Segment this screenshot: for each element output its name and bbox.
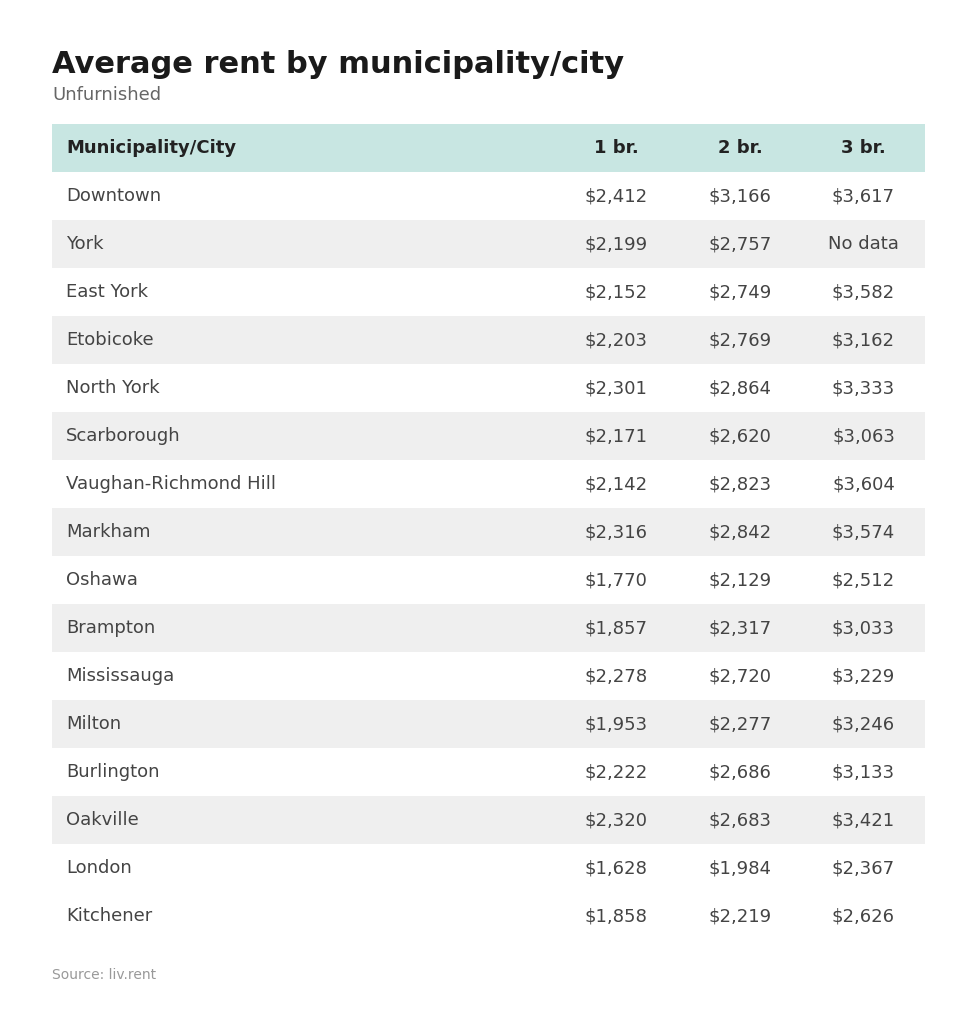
Bar bbox=[52, 268, 925, 316]
Text: Scarborough: Scarborough bbox=[66, 427, 181, 445]
Text: $2,367: $2,367 bbox=[831, 859, 895, 877]
Text: $1,628: $1,628 bbox=[584, 859, 648, 877]
Bar bbox=[52, 220, 925, 268]
Text: $2,316: $2,316 bbox=[584, 523, 648, 541]
Text: London: London bbox=[66, 859, 132, 877]
Text: $3,617: $3,617 bbox=[832, 187, 895, 205]
Text: Source: liv.rent: Source: liv.rent bbox=[52, 968, 156, 982]
Text: $3,229: $3,229 bbox=[831, 667, 895, 685]
Text: $1,858: $1,858 bbox=[584, 907, 648, 925]
Text: $3,246: $3,246 bbox=[831, 715, 895, 733]
Text: $2,129: $2,129 bbox=[708, 571, 772, 589]
Text: $3,582: $3,582 bbox=[831, 283, 895, 301]
Text: No data: No data bbox=[828, 234, 899, 253]
Bar bbox=[52, 844, 925, 892]
Text: $2,219: $2,219 bbox=[708, 907, 772, 925]
Text: Municipality/City: Municipality/City bbox=[66, 139, 236, 157]
Text: North York: North York bbox=[66, 379, 159, 397]
Text: $2,142: $2,142 bbox=[584, 475, 648, 493]
Text: $2,842: $2,842 bbox=[708, 523, 772, 541]
Bar bbox=[52, 604, 925, 652]
Text: $2,757: $2,757 bbox=[708, 234, 772, 253]
Text: $3,133: $3,133 bbox=[831, 763, 895, 781]
Bar bbox=[52, 796, 925, 844]
Bar bbox=[52, 892, 925, 940]
Bar bbox=[52, 700, 925, 748]
Bar bbox=[52, 124, 925, 172]
Text: Markham: Markham bbox=[66, 523, 150, 541]
Text: York: York bbox=[66, 234, 104, 253]
Text: $2,823: $2,823 bbox=[708, 475, 772, 493]
Text: Kitchener: Kitchener bbox=[66, 907, 152, 925]
Text: $3,166: $3,166 bbox=[708, 187, 772, 205]
Text: Average rent by municipality/city: Average rent by municipality/city bbox=[52, 50, 624, 79]
Text: Brampton: Brampton bbox=[66, 618, 155, 637]
Text: $2,683: $2,683 bbox=[708, 811, 772, 829]
Text: $2,412: $2,412 bbox=[584, 187, 648, 205]
Bar bbox=[52, 412, 925, 460]
Text: Unfurnished: Unfurnished bbox=[52, 86, 161, 104]
Text: $2,320: $2,320 bbox=[584, 811, 648, 829]
Bar bbox=[52, 508, 925, 556]
Text: $2,864: $2,864 bbox=[708, 379, 772, 397]
Text: $2,222: $2,222 bbox=[584, 763, 648, 781]
Text: $2,199: $2,199 bbox=[584, 234, 648, 253]
Bar bbox=[52, 652, 925, 700]
Text: $1,953: $1,953 bbox=[584, 715, 648, 733]
Text: $3,604: $3,604 bbox=[832, 475, 895, 493]
Text: $2,626: $2,626 bbox=[832, 907, 895, 925]
Text: Vaughan-Richmond Hill: Vaughan-Richmond Hill bbox=[66, 475, 276, 493]
Text: Oshawa: Oshawa bbox=[66, 571, 138, 589]
Text: East York: East York bbox=[66, 283, 148, 301]
Bar bbox=[52, 556, 925, 604]
Text: $2,749: $2,749 bbox=[708, 283, 772, 301]
Text: $2,686: $2,686 bbox=[708, 763, 772, 781]
Text: $2,278: $2,278 bbox=[584, 667, 648, 685]
Text: $2,301: $2,301 bbox=[584, 379, 648, 397]
Text: $2,620: $2,620 bbox=[708, 427, 772, 445]
Text: $2,512: $2,512 bbox=[831, 571, 895, 589]
Text: $3,033: $3,033 bbox=[832, 618, 895, 637]
Bar bbox=[52, 172, 925, 220]
Text: $3,333: $3,333 bbox=[831, 379, 895, 397]
Text: $2,317: $2,317 bbox=[708, 618, 772, 637]
Text: $2,152: $2,152 bbox=[584, 283, 648, 301]
Text: 2 br.: 2 br. bbox=[717, 139, 762, 157]
Bar bbox=[52, 748, 925, 796]
Text: Oakville: Oakville bbox=[66, 811, 139, 829]
Text: Downtown: Downtown bbox=[66, 187, 161, 205]
Text: $2,203: $2,203 bbox=[584, 331, 648, 349]
Text: 1 br.: 1 br. bbox=[594, 139, 638, 157]
Text: $2,720: $2,720 bbox=[708, 667, 772, 685]
Text: $3,574: $3,574 bbox=[831, 523, 895, 541]
Bar bbox=[52, 460, 925, 508]
Text: $2,769: $2,769 bbox=[708, 331, 772, 349]
Text: $2,171: $2,171 bbox=[584, 427, 648, 445]
Text: $3,063: $3,063 bbox=[832, 427, 895, 445]
Text: $1,770: $1,770 bbox=[584, 571, 648, 589]
Bar bbox=[52, 316, 925, 364]
Text: 3 br.: 3 br. bbox=[841, 139, 886, 157]
Text: $1,857: $1,857 bbox=[584, 618, 648, 637]
Text: Milton: Milton bbox=[66, 715, 121, 733]
Text: Etobicoke: Etobicoke bbox=[66, 331, 153, 349]
Bar bbox=[52, 364, 925, 412]
Text: $3,421: $3,421 bbox=[831, 811, 895, 829]
Text: Burlington: Burlington bbox=[66, 763, 159, 781]
Text: $2,277: $2,277 bbox=[708, 715, 772, 733]
Text: Mississauga: Mississauga bbox=[66, 667, 174, 685]
Text: $3,162: $3,162 bbox=[832, 331, 895, 349]
Text: $1,984: $1,984 bbox=[708, 859, 772, 877]
